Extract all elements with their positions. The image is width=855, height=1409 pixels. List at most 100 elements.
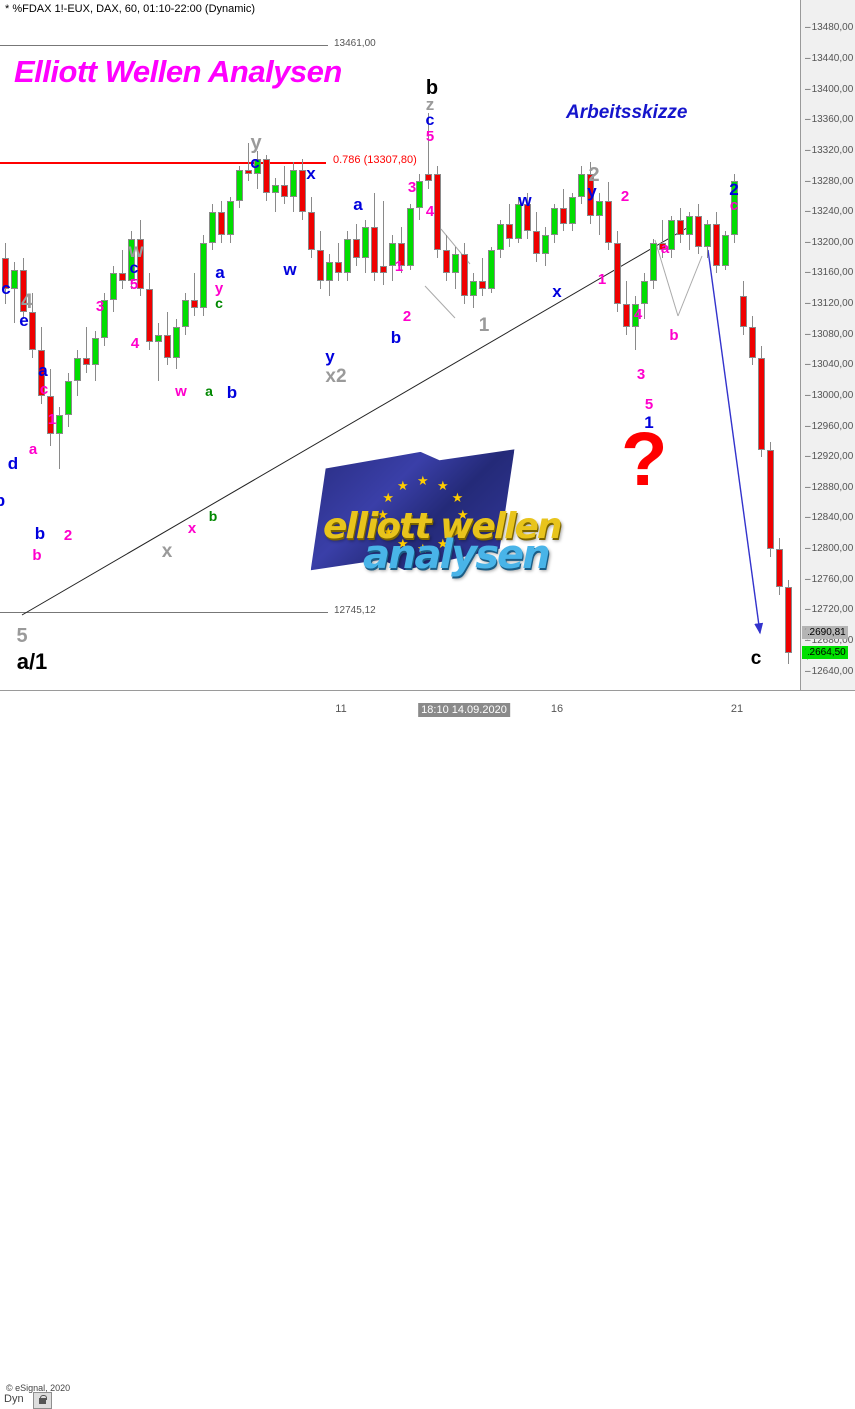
star-icon: ★: [397, 477, 409, 493]
trendline: [677, 255, 703, 317]
candlestick: [83, 327, 91, 373]
candle-body: [713, 223, 720, 266]
wave-label: a: [205, 383, 213, 399]
candlestick: [407, 204, 415, 270]
candlestick: [308, 196, 316, 259]
candle-body: [92, 338, 99, 366]
candle-body: [416, 181, 423, 209]
star-icon: ★: [417, 541, 429, 556]
candlestick: [452, 246, 460, 289]
candlestick: [65, 372, 73, 427]
candle-body: [308, 212, 315, 251]
candlestick: [614, 231, 622, 312]
price-tick: 12840,00: [805, 512, 854, 523]
candlestick: [290, 162, 298, 213]
candlestick: [101, 292, 109, 347]
candle-body: [389, 242, 396, 266]
wave-label: e: [19, 311, 29, 330]
logo-text-top: elliott wellen: [323, 506, 563, 547]
candlestick: [731, 173, 739, 243]
wave-label: 4: [425, 203, 435, 220]
candlestick: [587, 162, 595, 224]
candle-body: [56, 415, 63, 435]
candlestick: [29, 292, 37, 358]
wave-label: 3: [636, 366, 646, 383]
candlestick: [362, 219, 370, 274]
candle-body: [470, 281, 477, 297]
eu-stars-icon: ★ ★ ★ ★ ★ ★ ★ ★ ★ ★ ★ ★: [365, 472, 475, 556]
wave-label: x: [161, 541, 173, 562]
candle-body: [506, 223, 513, 239]
candlestick: [497, 219, 505, 259]
candle-body: [659, 242, 666, 251]
wave-label: b: [208, 508, 218, 524]
wave-label: y: [587, 182, 597, 201]
candle-body: [533, 231, 540, 255]
star-icon: ★: [382, 524, 394, 539]
candlestick: [272, 177, 280, 213]
chart-plot-area[interactable]: 13461,00 0.786 (13307,80) 12745,12 Ellio…: [0, 18, 800, 690]
candle-body: [479, 281, 486, 289]
wave-label: 1: [644, 413, 654, 432]
candle-wick: [194, 273, 195, 316]
candle-wick: [482, 258, 483, 297]
wave-label: c: [1, 279, 11, 298]
candlestick: [227, 196, 235, 243]
candle-wick: [122, 250, 123, 289]
candle-body: [515, 204, 522, 239]
candle-body: [227, 200, 234, 236]
wave-label: 4: [633, 306, 643, 323]
candle-wick: [14, 261, 15, 324]
candlestick: [650, 238, 658, 289]
candlestick: [20, 258, 28, 320]
wave-label: 2: [729, 180, 739, 199]
last-price-badge: 12690,81: [802, 625, 848, 640]
candlestick: [668, 215, 676, 259]
wave-label: 5: [644, 396, 654, 413]
wave-label: a: [660, 240, 670, 257]
dyn-label: Dyn: [4, 1393, 24, 1405]
candlestick: [551, 204, 559, 243]
logo-text-bottom: analysen: [363, 532, 551, 578]
candle-body: [299, 170, 306, 213]
time-tick: 21: [730, 703, 744, 715]
candle-body: [263, 158, 270, 193]
wave-label: 5: [129, 276, 139, 293]
price-tick: 13360,00: [805, 114, 854, 125]
candlestick: [605, 181, 613, 251]
candle-body: [740, 296, 747, 327]
candlestick: [218, 200, 226, 243]
candle-body: [587, 173, 594, 216]
lock-icon[interactable]: [33, 1392, 52, 1409]
wave-label: 2: [620, 188, 630, 205]
price-axis[interactable]: 13480,00 13440,00 13400,00 13360,00 13320,00…: [800, 0, 855, 690]
candlestick: [182, 292, 190, 335]
time-axis[interactable]: © eSignal, 2020 Dyn 11 18:10 14.09.2020 16…: [0, 690, 855, 1409]
candle-body: [191, 300, 198, 308]
candlestick: [245, 143, 253, 182]
candlestick: [722, 231, 730, 270]
wave-label: 1: [478, 315, 490, 336]
wave-label: c: [215, 295, 223, 311]
candlestick: [533, 212, 541, 262]
wave-label: x2: [325, 366, 347, 387]
candle-body: [497, 223, 504, 251]
trendline-overlay: [21, 224, 764, 635]
candlestick: [110, 265, 118, 312]
star-icon: ★: [451, 490, 464, 505]
candle-body: [146, 288, 153, 343]
candlestick: [389, 235, 397, 282]
wave-label: w: [175, 383, 187, 400]
wave-label: a/1: [16, 649, 48, 674]
candle-body: [731, 181, 738, 236]
candle-wick: [86, 327, 87, 373]
candlestick: [317, 231, 325, 289]
candle-body: [425, 173, 432, 182]
candlestick: [713, 212, 721, 274]
candlestick: [299, 158, 307, 220]
close-price-badge: 12664,50: [802, 645, 848, 660]
wave-label: c: [425, 112, 435, 129]
candle-body: [704, 223, 711, 247]
candlestick: [479, 258, 487, 297]
candle-body: [11, 269, 18, 289]
